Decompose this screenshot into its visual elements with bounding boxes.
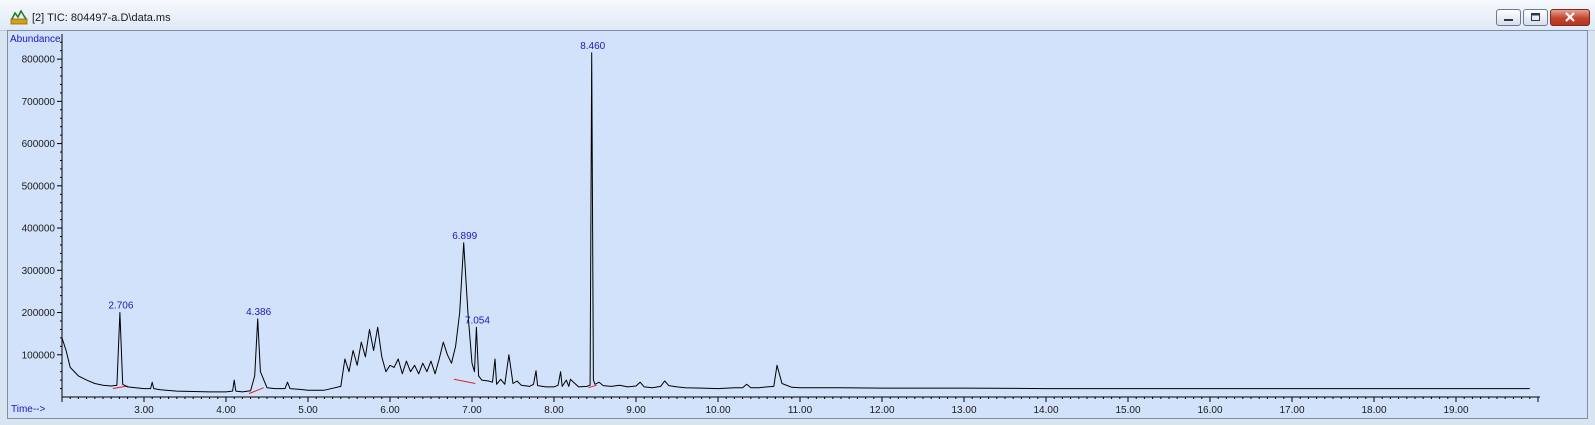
y-tick-label: 800000 xyxy=(22,55,56,66)
close-icon xyxy=(1565,12,1575,22)
close-button[interactable] xyxy=(1550,9,1590,26)
chromatogram-app-icon xyxy=(10,10,28,25)
x-tick-label: 8.00 xyxy=(544,405,564,416)
y-tick-label: 300000 xyxy=(22,266,56,277)
y-tick-label: 100000 xyxy=(22,350,56,361)
x-tick-label: 3.00 xyxy=(134,405,154,416)
peak-label: 6.899 xyxy=(452,231,477,242)
peak-label: 7.054 xyxy=(465,315,490,326)
y-axis-title: Abundance xyxy=(10,34,61,45)
minimize-button[interactable] xyxy=(1496,9,1521,26)
integration-baseline xyxy=(453,378,476,384)
maximize-button[interactable] xyxy=(1523,9,1548,26)
x-tick-label: 14.00 xyxy=(1033,405,1058,416)
chromatogram-plot[interactable]: 100000 200000 300000 400000 500000 600000 7000… xyxy=(7,30,1588,419)
x-tick-label: 16.00 xyxy=(1197,405,1222,416)
window-titlebar[interactable]: [2] TIC: 804497-a.D\data.ms xyxy=(0,0,1595,31)
chromatogram-chart: 100000 200000 300000 400000 500000 600000 7000… xyxy=(10,34,1540,416)
x-tick-label: 19.00 xyxy=(1443,405,1468,416)
y-tick-label: 500000 xyxy=(22,181,56,192)
x-axis-title: Time--> xyxy=(11,404,46,415)
x-tick-label: 5.00 xyxy=(298,405,318,416)
integration-baseline xyxy=(588,384,597,389)
x-tick-label: 18.00 xyxy=(1361,405,1386,416)
y-tick-label: 700000 xyxy=(22,97,56,108)
x-tick-label: 13.00 xyxy=(951,405,976,416)
x-tick-label: 11.00 xyxy=(788,405,813,416)
x-tick-label: 7.00 xyxy=(462,405,482,416)
y-tick-label: 400000 xyxy=(22,224,56,235)
peak-label: 2.706 xyxy=(108,301,133,312)
x-tick-label: 17.00 xyxy=(1279,405,1304,416)
tic-trace xyxy=(61,52,1530,393)
x-tick-label: 9.00 xyxy=(626,405,646,416)
minimize-icon xyxy=(1504,19,1513,21)
maximize-icon xyxy=(1531,13,1540,21)
y-tick-label: 600000 xyxy=(22,139,56,150)
integration-baseline xyxy=(112,385,128,390)
x-tick-label: 12.00 xyxy=(869,405,894,416)
window-title: [2] TIC: 804497-a.D\data.ms xyxy=(32,12,171,24)
x-tick-label: 15.00 xyxy=(1115,405,1140,416)
peak-label: 4.386 xyxy=(246,307,271,318)
x-tick-label: 10.00 xyxy=(705,405,730,416)
integration-baseline xyxy=(248,387,264,395)
peak-label: 8.460 xyxy=(580,41,605,52)
y-tick-label: 200000 xyxy=(22,308,56,319)
x-tick-label: 6.00 xyxy=(380,405,400,416)
x-tick-label: 4.00 xyxy=(216,405,236,416)
